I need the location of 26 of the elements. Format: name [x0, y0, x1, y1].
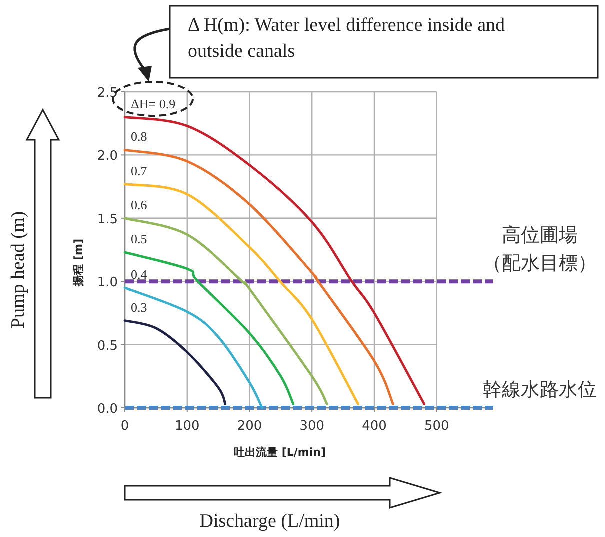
series-label: 0.7	[131, 163, 148, 178]
series-label: 0.3	[131, 300, 148, 315]
y-tick-label: 2.5	[97, 86, 118, 101]
x-tick-label: 100	[174, 419, 200, 434]
y-tick-label: 0.5	[97, 338, 118, 354]
x-tick-label: 500	[424, 419, 450, 434]
x-tick-label: 300	[300, 419, 325, 434]
text: Δ H(m): Water level difference inside and outside canals	[188, 15, 506, 62]
series-label: ΔH= 0.9	[131, 96, 176, 112]
x-tick-label: 400	[362, 419, 387, 434]
x-tick-label: 0	[120, 419, 130, 434]
y-tick-label: 1.5	[97, 212, 118, 228]
text: Discharge (L/min)	[200, 511, 340, 532]
y-tick-label: 2.0	[97, 149, 118, 164]
ref-line-label: 幹線水路水位	[483, 379, 597, 401]
y-tick-label: 0.0	[97, 402, 118, 417]
text: Pump head (m)	[8, 211, 29, 329]
y-tick-label: 1.0	[97, 276, 118, 291]
y-axis-title: 揚程 [m]	[72, 238, 85, 288]
series-label: 0.4	[131, 266, 148, 282]
x-tick-label: 200	[237, 419, 262, 434]
series-label: 0.8	[131, 129, 148, 144]
series-label: 0.6	[131, 197, 148, 212]
series-label: 0.5	[131, 232, 148, 247]
x-axis-title: 吐出流量 [L/min]	[234, 446, 326, 459]
ref-line-label: 高位圃場（配水目標）	[483, 224, 597, 275]
